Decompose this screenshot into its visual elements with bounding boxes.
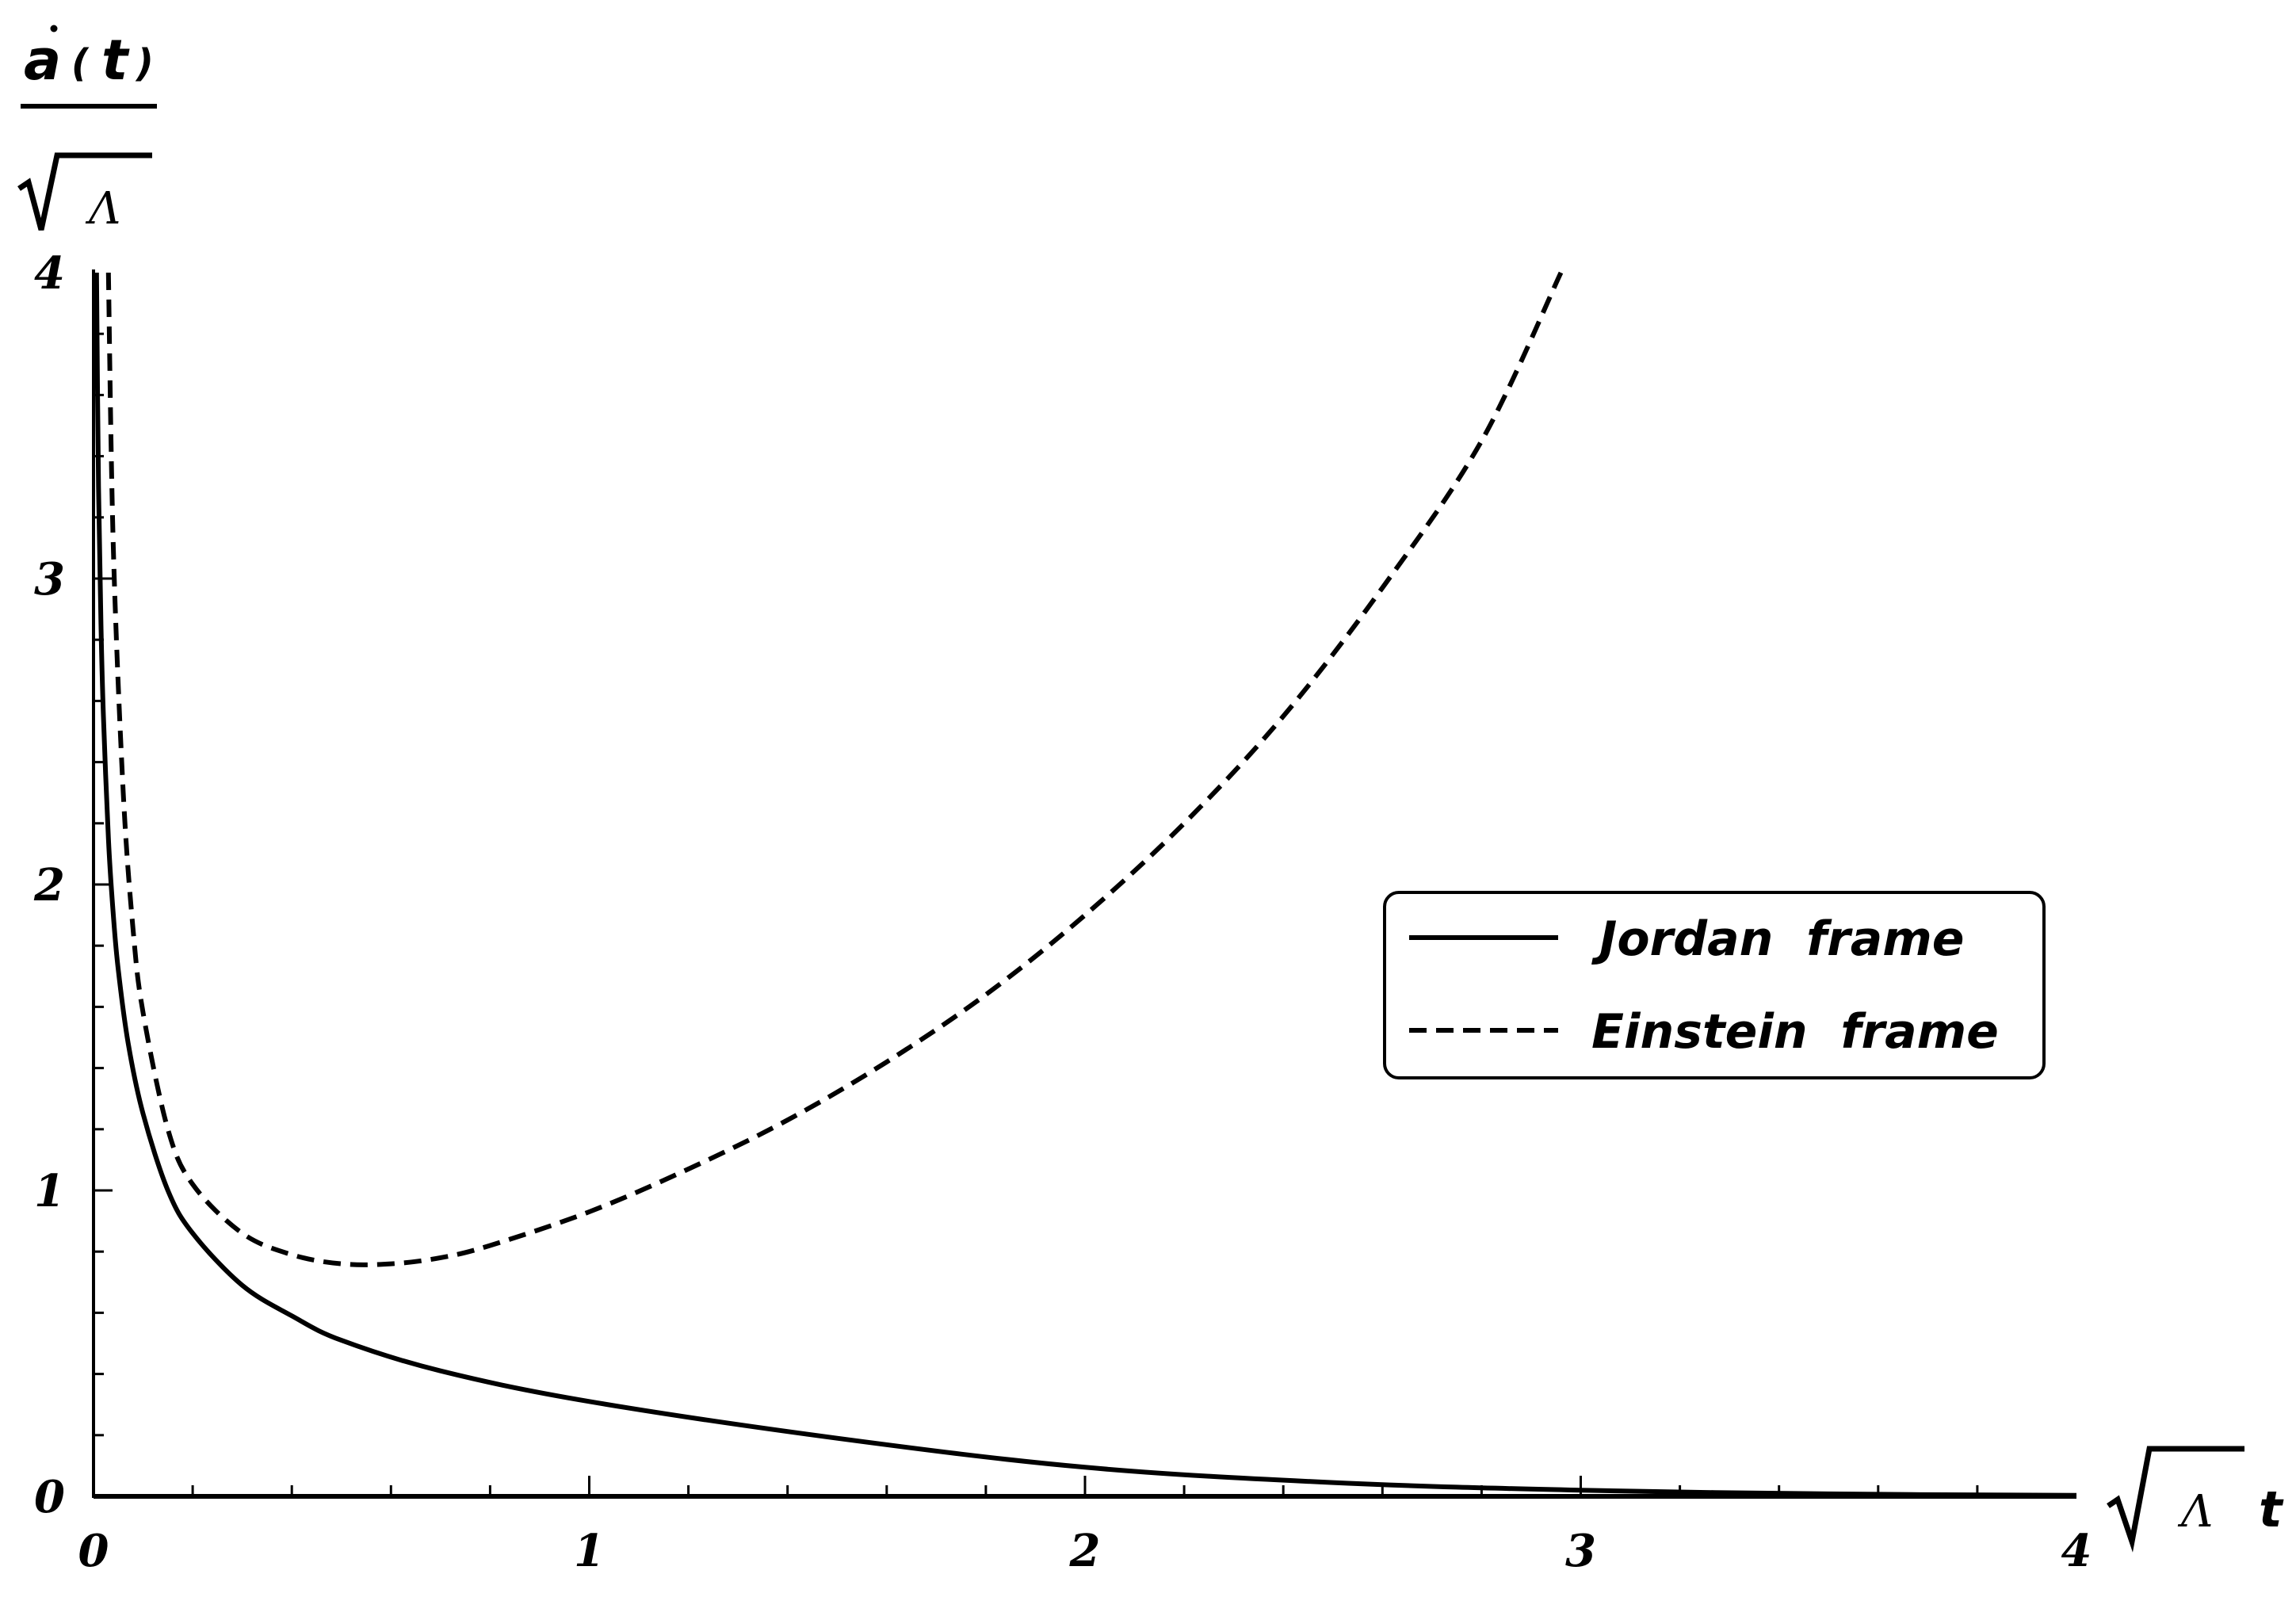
x-label-radical [2107, 1446, 2244, 1553]
legend: Jordan frame Einstein frame [1383, 891, 2046, 1079]
x-tick-label: 4 [2061, 1525, 2092, 1577]
series-layer [94, 271, 2077, 1498]
tick-labels: 0 1 2 3 4 0 1 2 3 4 [33, 247, 2092, 1577]
x-label-var: t [2259, 1480, 2284, 1538]
legend-label-jordan: Jordan frame [1591, 911, 1964, 967]
series-line-einstein [105, 271, 1564, 1267]
x-tick-label: 0 [78, 1525, 109, 1577]
y-label-var: a [24, 28, 61, 93]
y-label-dot [50, 25, 58, 32]
x-tick-label: 3 [1565, 1525, 1596, 1577]
y-tick-label: 1 [34, 1165, 65, 1217]
x-axis-label: Λ t [2107, 1446, 2284, 1553]
x-label-lambda: Λ [2177, 1486, 2213, 1538]
y-label-lambda: Λ [85, 183, 120, 235]
legend-label-einstein: Einstein frame [1591, 1004, 1999, 1060]
series-line-jordan [94, 272, 2077, 1498]
x-tick-label: 1 [574, 1525, 605, 1577]
y-tick-label: 0 [34, 1471, 65, 1523]
y-tick-label: 2 [33, 859, 65, 911]
y-tick-label: 4 [34, 247, 65, 300]
x-tick-label: 2 [1069, 1525, 1101, 1577]
y-label-radical [17, 152, 152, 231]
y-tick-label: 3 [34, 553, 65, 606]
y-axis-label: a ( t ) Λ [17, 25, 157, 235]
y-label-open-paren: ( [71, 41, 90, 86]
y-label-close-paren: ) [135, 41, 154, 86]
y-label-arg: t [101, 28, 130, 93]
